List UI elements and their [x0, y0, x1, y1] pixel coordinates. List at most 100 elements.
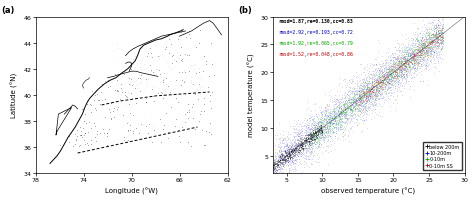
- Point: [351, 105, 359, 108]
- Point: [369, 63, 376, 66]
- Point: [419, 53, 427, 56]
- Point: [369, 95, 376, 98]
- Point: [413, 39, 421, 42]
- Point: [355, 76, 362, 80]
- Point: [426, 14, 434, 17]
- Point: [296, 143, 304, 147]
- Point: [277, 167, 284, 170]
- Point: [368, 100, 376, 103]
- Point: [309, 133, 317, 136]
- Point: [276, 186, 283, 189]
- Point: [330, 123, 337, 126]
- Point: [342, 102, 349, 106]
- Point: [342, 117, 349, 120]
- Point: [320, 137, 328, 140]
- Point: [403, 59, 410, 62]
- Point: [335, 101, 342, 104]
- Point: [407, 68, 414, 72]
- Point: [318, 117, 326, 120]
- Point: [334, 123, 342, 126]
- Point: [288, 156, 295, 159]
- Point: [141, 68, 148, 71]
- Point: [290, 162, 298, 165]
- Point: [378, 90, 385, 93]
- Point: [426, 47, 433, 51]
- Point: [299, 145, 307, 148]
- Point: [419, 51, 426, 54]
- Point: [381, 78, 389, 81]
- Point: [401, 62, 408, 65]
- Point: [434, 25, 442, 28]
- Point: [354, 115, 362, 118]
- Point: [372, 77, 379, 80]
- Point: [95, 115, 102, 118]
- Point: [392, 49, 400, 52]
- Point: [306, 126, 314, 130]
- Point: [315, 136, 323, 139]
- Point: [282, 153, 290, 157]
- Point: [409, 62, 416, 65]
- Point: [365, 72, 372, 75]
- Point: [389, 63, 397, 66]
- Point: [291, 167, 299, 171]
- Point: [293, 148, 301, 151]
- Point: [410, 49, 418, 52]
- Point: [337, 105, 345, 108]
- Point: [364, 87, 371, 90]
- Point: [392, 75, 400, 78]
- Point: [323, 120, 330, 123]
- Point: [202, 130, 210, 133]
- Point: [285, 155, 293, 158]
- Point: [410, 60, 418, 63]
- Point: [334, 119, 341, 122]
- Point: [380, 95, 387, 99]
- Point: [365, 100, 373, 104]
- Point: [190, 81, 198, 84]
- Point: [435, 31, 442, 34]
- Point: [384, 80, 392, 83]
- Point: [310, 137, 318, 141]
- Point: [423, 28, 430, 32]
- Point: [368, 97, 376, 100]
- Point: [307, 116, 314, 120]
- Point: [277, 166, 284, 169]
- Point: [419, 80, 427, 83]
- Point: [382, 79, 390, 82]
- Point: [313, 129, 320, 133]
- Point: [328, 118, 335, 122]
- Point: [167, 106, 175, 110]
- Point: [366, 92, 374, 95]
- Point: [349, 107, 356, 110]
- Point: [377, 70, 384, 73]
- Point: [105, 76, 112, 80]
- Point: [376, 85, 383, 88]
- Point: [103, 132, 110, 135]
- Point: [413, 59, 420, 62]
- Point: [90, 98, 98, 102]
- Point: [358, 94, 366, 97]
- Point: [385, 97, 392, 100]
- Point: [434, 60, 442, 63]
- Point: [387, 68, 395, 72]
- Point: [286, 156, 293, 159]
- Point: [297, 134, 305, 137]
- Point: [381, 74, 389, 77]
- Point: [399, 70, 406, 73]
- Point: [303, 139, 310, 143]
- Point: [298, 130, 306, 133]
- Point: [327, 122, 334, 125]
- Point: [414, 52, 422, 55]
- Point: [401, 57, 409, 60]
- Point: [270, 178, 278, 181]
- Point: [409, 59, 416, 63]
- Point: [344, 97, 351, 100]
- Point: [392, 87, 399, 90]
- Point: [299, 171, 306, 174]
- Point: [330, 112, 337, 116]
- Point: [300, 139, 308, 142]
- Point: [270, 170, 277, 173]
- Point: [393, 64, 401, 68]
- Point: [167, 46, 174, 50]
- Point: [66, 141, 73, 144]
- Point: [390, 57, 397, 60]
